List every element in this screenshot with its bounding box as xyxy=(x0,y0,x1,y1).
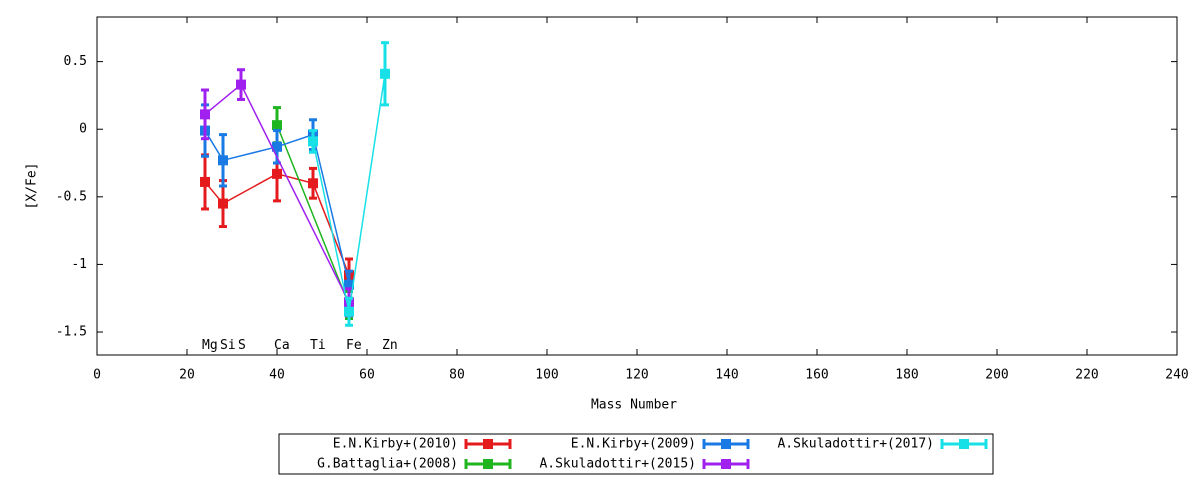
point xyxy=(272,141,282,152)
point xyxy=(200,176,210,187)
y-axis-label: [X/Fe] xyxy=(25,163,40,210)
legend-swatch xyxy=(959,439,969,449)
x-tick-label: 120 xyxy=(625,368,648,383)
x-tick-label: 140 xyxy=(715,368,738,383)
legend-label: A.Skuladottir+(2017) xyxy=(777,437,934,452)
point xyxy=(380,68,390,79)
x-tick-label: 240 xyxy=(1165,368,1188,383)
x-tick-label: 20 xyxy=(179,368,195,383)
x-axis-label: Mass Number xyxy=(591,398,677,413)
element-label: Ti xyxy=(310,338,326,353)
legend-swatch xyxy=(483,439,493,449)
point xyxy=(218,155,228,166)
element-label: Zn xyxy=(382,338,398,353)
x-tick-label: 40 xyxy=(269,368,285,383)
x-tick-label: 200 xyxy=(985,368,1008,383)
legend-swatch xyxy=(483,459,493,469)
point xyxy=(218,198,228,209)
point xyxy=(272,120,282,131)
legend-label: E.N.Kirby+(2009) xyxy=(571,437,696,452)
legend-label: G.Battaglia+(2008) xyxy=(317,457,458,472)
legend-frame xyxy=(278,433,994,475)
x-tick-label: 160 xyxy=(805,368,828,383)
point xyxy=(344,279,354,290)
element-label: Si xyxy=(220,338,236,353)
element-label: Ca xyxy=(274,338,290,353)
point xyxy=(236,79,246,90)
y-tick-label: 0 xyxy=(79,122,87,137)
y-tick-label: 0.5 xyxy=(64,54,87,69)
y-tick-label: -1 xyxy=(71,257,87,272)
series-line xyxy=(276,124,350,306)
point xyxy=(200,109,210,120)
point xyxy=(272,168,282,179)
plot-frame xyxy=(96,16,1178,356)
x-tick-label: 220 xyxy=(1075,368,1098,383)
x-tick-label: 0 xyxy=(93,368,101,383)
x-tick-label: 100 xyxy=(535,368,558,383)
legend-swatch xyxy=(721,459,731,469)
legend-label: A.Skuladottir+(2015) xyxy=(539,457,696,472)
element-label: S xyxy=(238,338,246,353)
point xyxy=(344,306,354,317)
x-tick-label: 80 xyxy=(449,368,465,383)
point xyxy=(308,136,318,147)
element-label: Mg xyxy=(202,338,218,353)
y-tick-label: -1.5 xyxy=(56,325,87,340)
x-tick-label: 180 xyxy=(895,368,918,383)
x-tick-label: 60 xyxy=(359,368,375,383)
point xyxy=(308,178,318,189)
legend-label: E.N.Kirby+(2010) xyxy=(333,437,458,452)
legend-swatch xyxy=(721,439,731,449)
y-tick-label: -0.5 xyxy=(56,189,87,204)
element-label: Fe xyxy=(346,338,362,353)
